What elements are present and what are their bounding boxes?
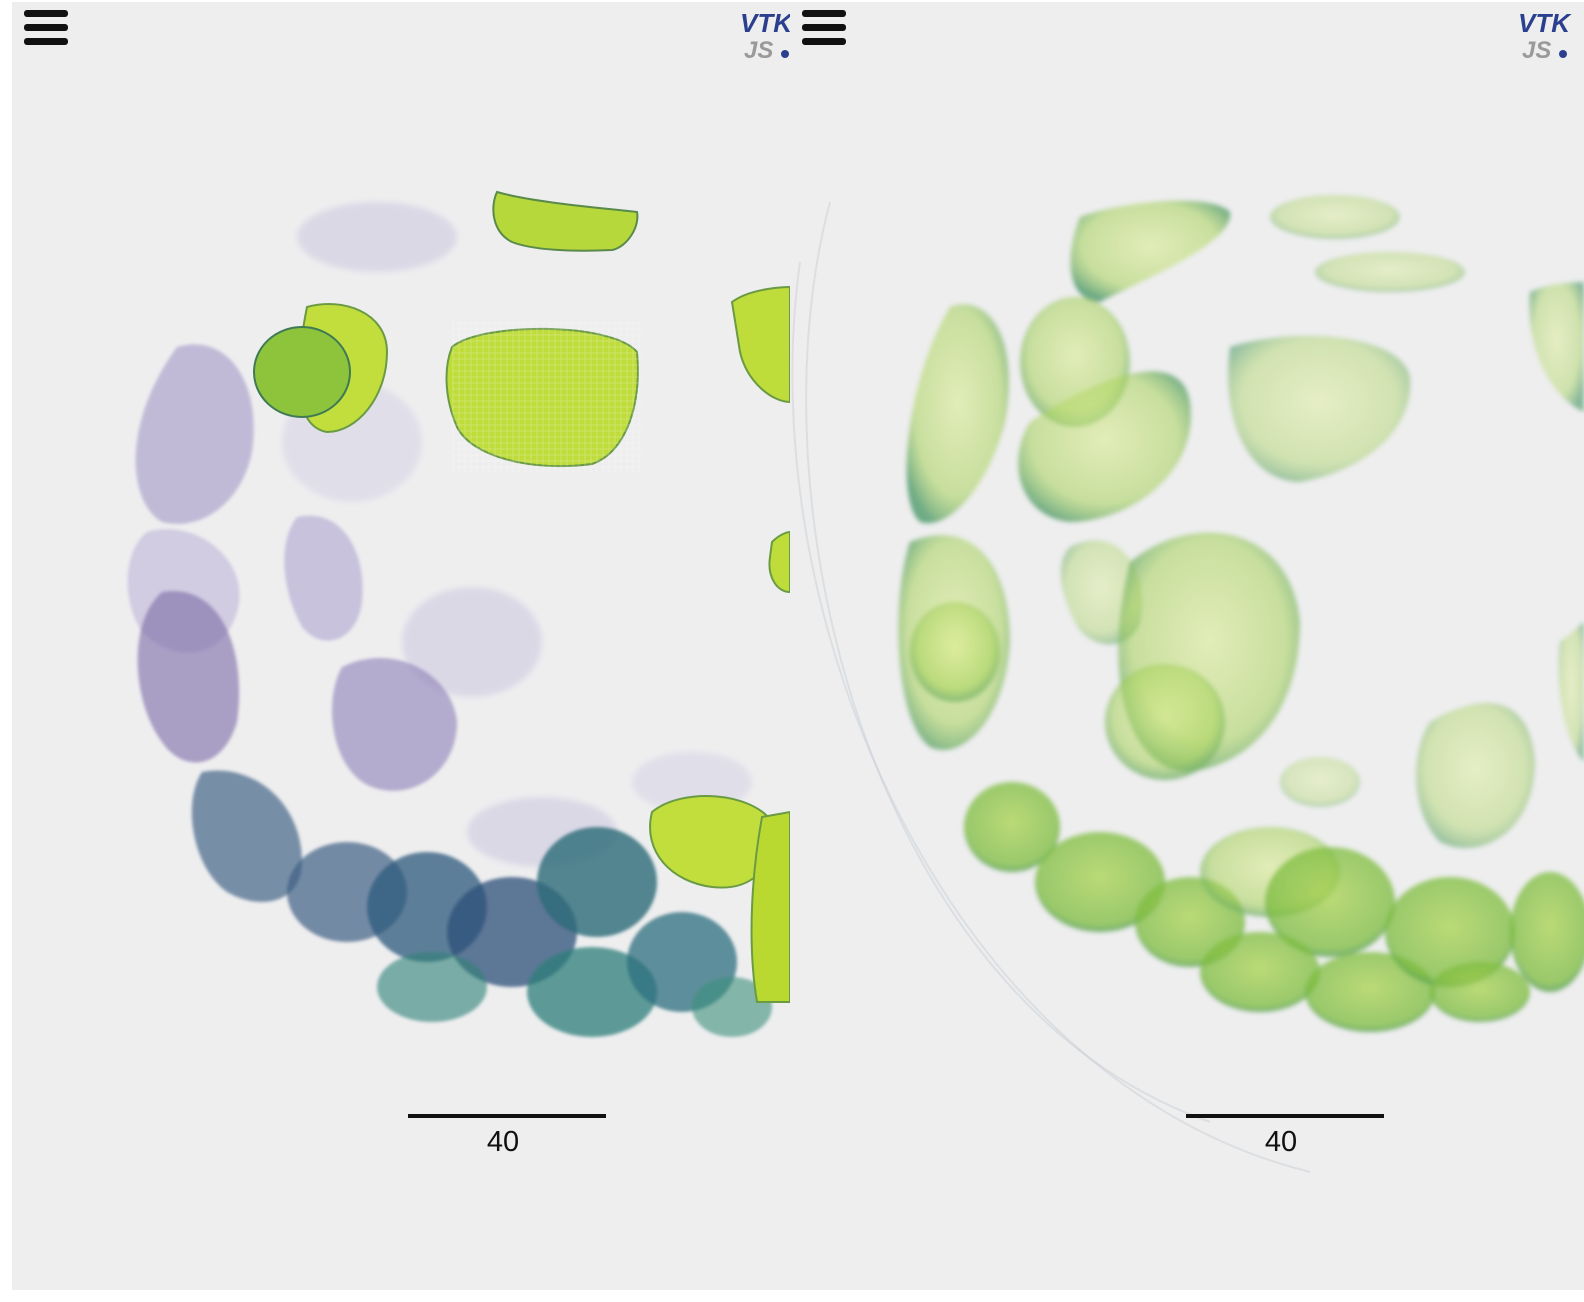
cell-blob bbox=[1070, 201, 1230, 302]
hamburger-menu-icon-line bbox=[802, 24, 846, 31]
scale-bar-label: 40 bbox=[408, 1126, 598, 1159]
hamburger-menu-icon-line bbox=[802, 38, 846, 45]
cell-blob bbox=[1105, 664, 1225, 780]
page-margin bbox=[0, 0, 12, 1302]
cell-blob bbox=[1228, 336, 1410, 482]
cell-blob bbox=[907, 304, 1009, 523]
scale-bar-label: 40 bbox=[1186, 1126, 1376, 1159]
cell-blob bbox=[1430, 962, 1530, 1022]
cell-blob bbox=[254, 327, 350, 417]
hamburger-menu-icon-line bbox=[24, 24, 68, 31]
menu-button[interactable] bbox=[24, 10, 68, 50]
hamburger-menu-icon bbox=[24, 10, 68, 17]
cell-blob bbox=[297, 202, 457, 272]
scale-bar: 40 bbox=[1186, 1114, 1386, 1164]
cell-blob bbox=[1510, 872, 1584, 992]
menu-button[interactable] bbox=[802, 10, 846, 50]
cell-blob bbox=[910, 602, 1000, 702]
cell-blob bbox=[1315, 252, 1465, 292]
logo-text-js: JS bbox=[1522, 37, 1551, 64]
cell-blob bbox=[1200, 932, 1320, 1012]
cell-blob bbox=[537, 827, 657, 937]
cell-blob bbox=[769, 532, 790, 592]
vtkjs-logo: VTK JS bbox=[738, 8, 790, 64]
cell-blob bbox=[192, 770, 302, 902]
page-bottom-margin bbox=[0, 1290, 1584, 1302]
scale-bar: 40 bbox=[408, 1114, 608, 1164]
cell-blob bbox=[752, 812, 790, 1002]
cell-blob bbox=[377, 952, 487, 1022]
vtkjs-logo: VTK JS bbox=[1516, 8, 1572, 64]
voxel-texture bbox=[452, 322, 642, 472]
cell-blob bbox=[1270, 195, 1400, 239]
cell-blob bbox=[1416, 703, 1535, 848]
scale-bar-line bbox=[408, 1114, 606, 1118]
right-volume-viewer[interactable]: VTK JS 40 bbox=[790, 2, 1584, 1290]
hamburger-menu-icon bbox=[802, 10, 846, 17]
left-volume-viewer[interactable]: VTK JS 40 bbox=[12, 2, 790, 1290]
cell-blob bbox=[1530, 282, 1584, 412]
logo-dot-icon bbox=[781, 50, 789, 58]
left-volume-render[interactable] bbox=[12, 2, 790, 1290]
right-volume-render[interactable] bbox=[790, 2, 1584, 1290]
cell-blob bbox=[284, 516, 362, 641]
hamburger-menu-icon-line bbox=[24, 38, 68, 45]
logo-dot-icon bbox=[1559, 50, 1567, 58]
logo-text-js: JS bbox=[744, 37, 773, 64]
scale-bar-line bbox=[1186, 1114, 1384, 1118]
cell-blob bbox=[493, 192, 637, 251]
cell-blob bbox=[732, 287, 790, 402]
cell-blob bbox=[1559, 622, 1584, 762]
cell-blob bbox=[1280, 757, 1360, 807]
logo-text-vtk: VTK bbox=[740, 8, 790, 38]
logo-text-vtk: VTK bbox=[1518, 8, 1572, 38]
cell-blob bbox=[136, 344, 254, 524]
